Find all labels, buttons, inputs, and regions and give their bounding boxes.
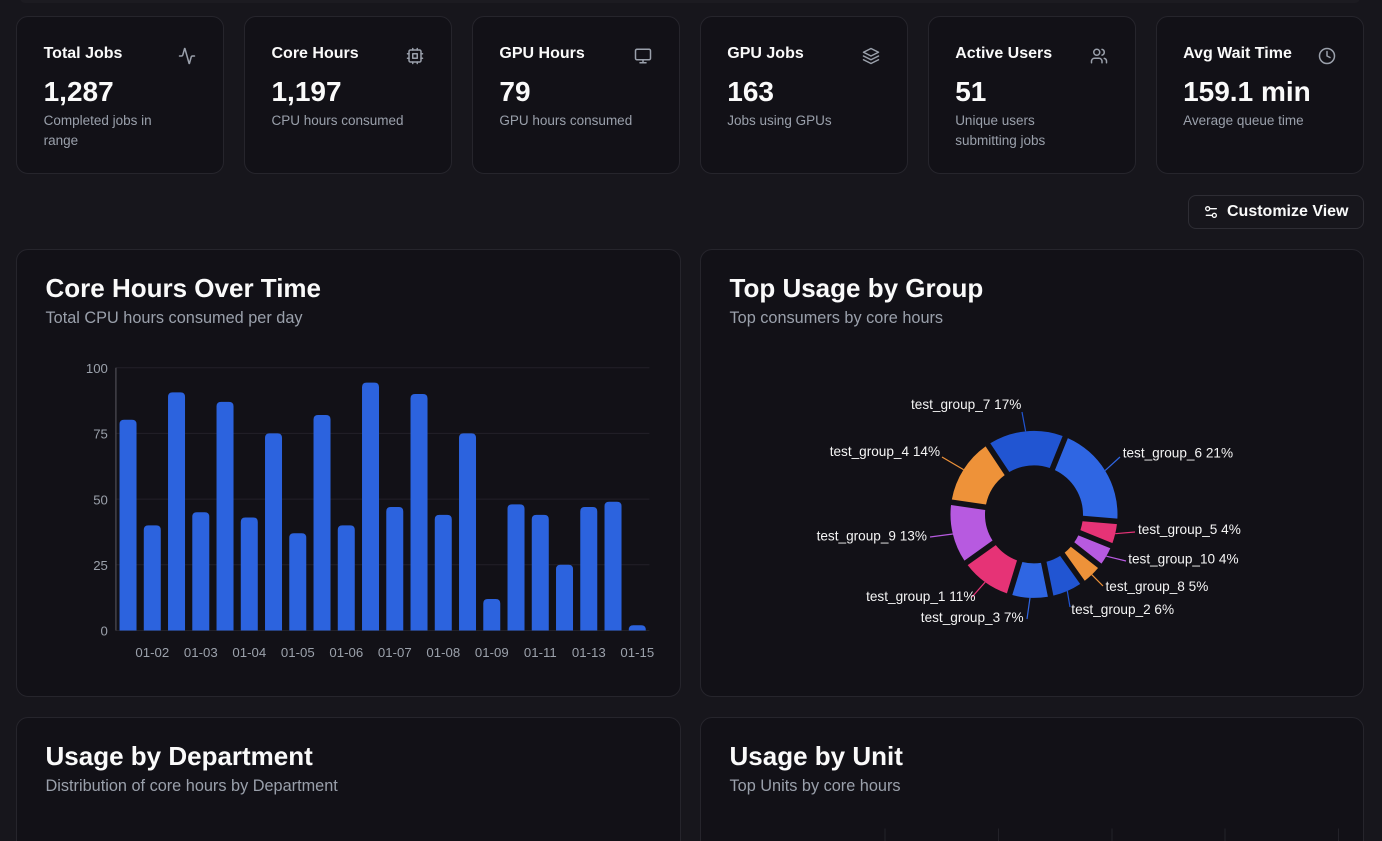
svg-text:01-11: 01-11 [524,645,557,660]
svg-text:test_group_4 14%: test_group_4 14% [830,444,940,459]
svg-text:01-02: 01-02 [135,645,169,660]
svg-text:test_group_3 7%: test_group_3 7% [921,610,1024,625]
svg-text:25: 25 [93,558,108,573]
svg-text:01-13: 01-13 [572,645,606,660]
svg-text:test_group_1 11%: test_group_1 11% [866,589,975,604]
svg-text:01-05: 01-05 [281,645,315,660]
svg-text:50: 50 [93,492,108,507]
svg-text:test_group_6 21%: test_group_6 21% [1123,446,1233,461]
svg-text:test_group_7 17%: test_group_7 17% [911,397,1021,412]
svg-text:test_group_9 13%: test_group_9 13% [817,529,927,544]
svg-text:01-09: 01-09 [475,645,509,660]
svg-text:test_group_5 4%: test_group_5 4% [1138,522,1241,537]
svg-text:01-06: 01-06 [329,645,363,660]
svg-text:test_group_10 4%: test_group_10 4% [1128,552,1238,567]
svg-text:01-04: 01-04 [232,645,266,660]
svg-text:100: 100 [86,361,108,376]
svg-text:test_group_2 6%: test_group_2 6% [1071,602,1174,617]
svg-text:test_group_8 5%: test_group_8 5% [1106,579,1209,594]
svg-text:01-08: 01-08 [426,645,460,660]
svg-text:01-03: 01-03 [184,645,218,660]
svg-text:0: 0 [101,624,108,639]
svg-text:01-15: 01-15 [620,645,654,660]
svg-text:75: 75 [93,427,108,442]
svg-text:01-07: 01-07 [378,645,412,660]
